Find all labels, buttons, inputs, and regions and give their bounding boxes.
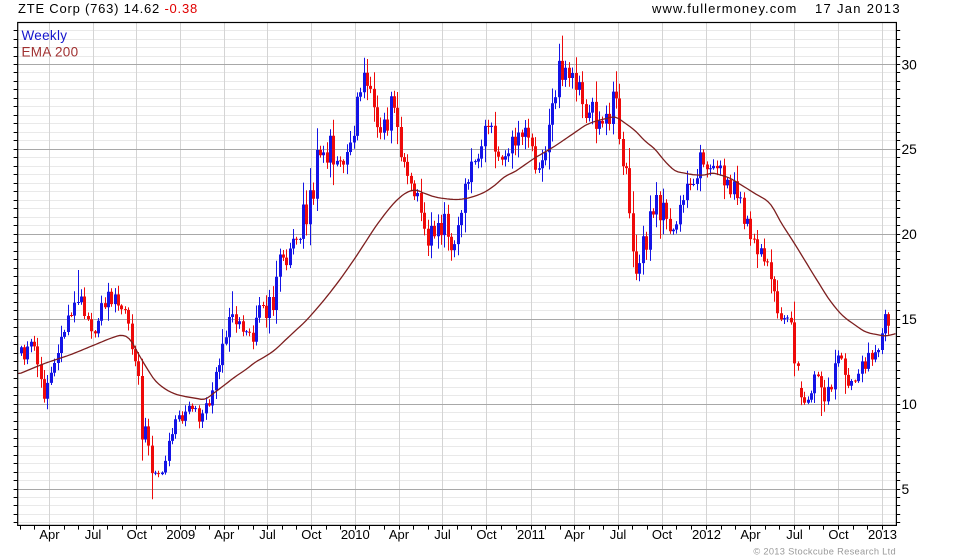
svg-text:5: 5 bbox=[902, 482, 910, 497]
svg-text:Jul: Jul bbox=[434, 527, 451, 542]
svg-text:2012: 2012 bbox=[692, 527, 721, 542]
svg-text:Apr: Apr bbox=[214, 527, 235, 542]
svg-text:Jul: Jul bbox=[259, 527, 276, 542]
svg-text:2013: 2013 bbox=[868, 527, 897, 542]
svg-text:Apr: Apr bbox=[39, 527, 60, 542]
svg-text:Apr: Apr bbox=[740, 527, 761, 542]
svg-text:Oct: Oct bbox=[476, 527, 497, 542]
svg-text:15: 15 bbox=[902, 312, 918, 327]
svg-text:17 Jan 2013: 17 Jan 2013 bbox=[815, 1, 901, 16]
svg-text:Oct: Oct bbox=[301, 527, 322, 542]
svg-text:Jul: Jul bbox=[786, 527, 803, 542]
svg-text:25: 25 bbox=[902, 142, 918, 157]
svg-text:Jul: Jul bbox=[85, 527, 102, 542]
svg-text:10: 10 bbox=[902, 397, 918, 412]
svg-text:30: 30 bbox=[902, 57, 918, 72]
svg-text:Jul: Jul bbox=[610, 527, 627, 542]
svg-text:Oct: Oct bbox=[828, 527, 849, 542]
svg-text:EMA 200: EMA 200 bbox=[22, 45, 79, 60]
svg-text:ZTE Corp (763) 14.62 -0.38: ZTE Corp (763) 14.62 -0.38 bbox=[18, 1, 198, 16]
svg-text:Oct: Oct bbox=[652, 527, 673, 542]
svg-text:2009: 2009 bbox=[166, 527, 195, 542]
svg-text:www.fullermoney.com: www.fullermoney.com bbox=[651, 1, 797, 16]
svg-text:Apr: Apr bbox=[564, 527, 585, 542]
svg-text:2011: 2011 bbox=[517, 527, 545, 542]
svg-text:© 2013 Stockcube Research Ltd: © 2013 Stockcube Research Ltd bbox=[753, 547, 896, 557]
svg-text:2010: 2010 bbox=[341, 527, 370, 542]
svg-text:20: 20 bbox=[902, 227, 918, 242]
svg-text:Apr: Apr bbox=[389, 527, 410, 542]
svg-text:Weekly: Weekly bbox=[22, 28, 68, 43]
svg-text:Oct: Oct bbox=[127, 527, 148, 542]
